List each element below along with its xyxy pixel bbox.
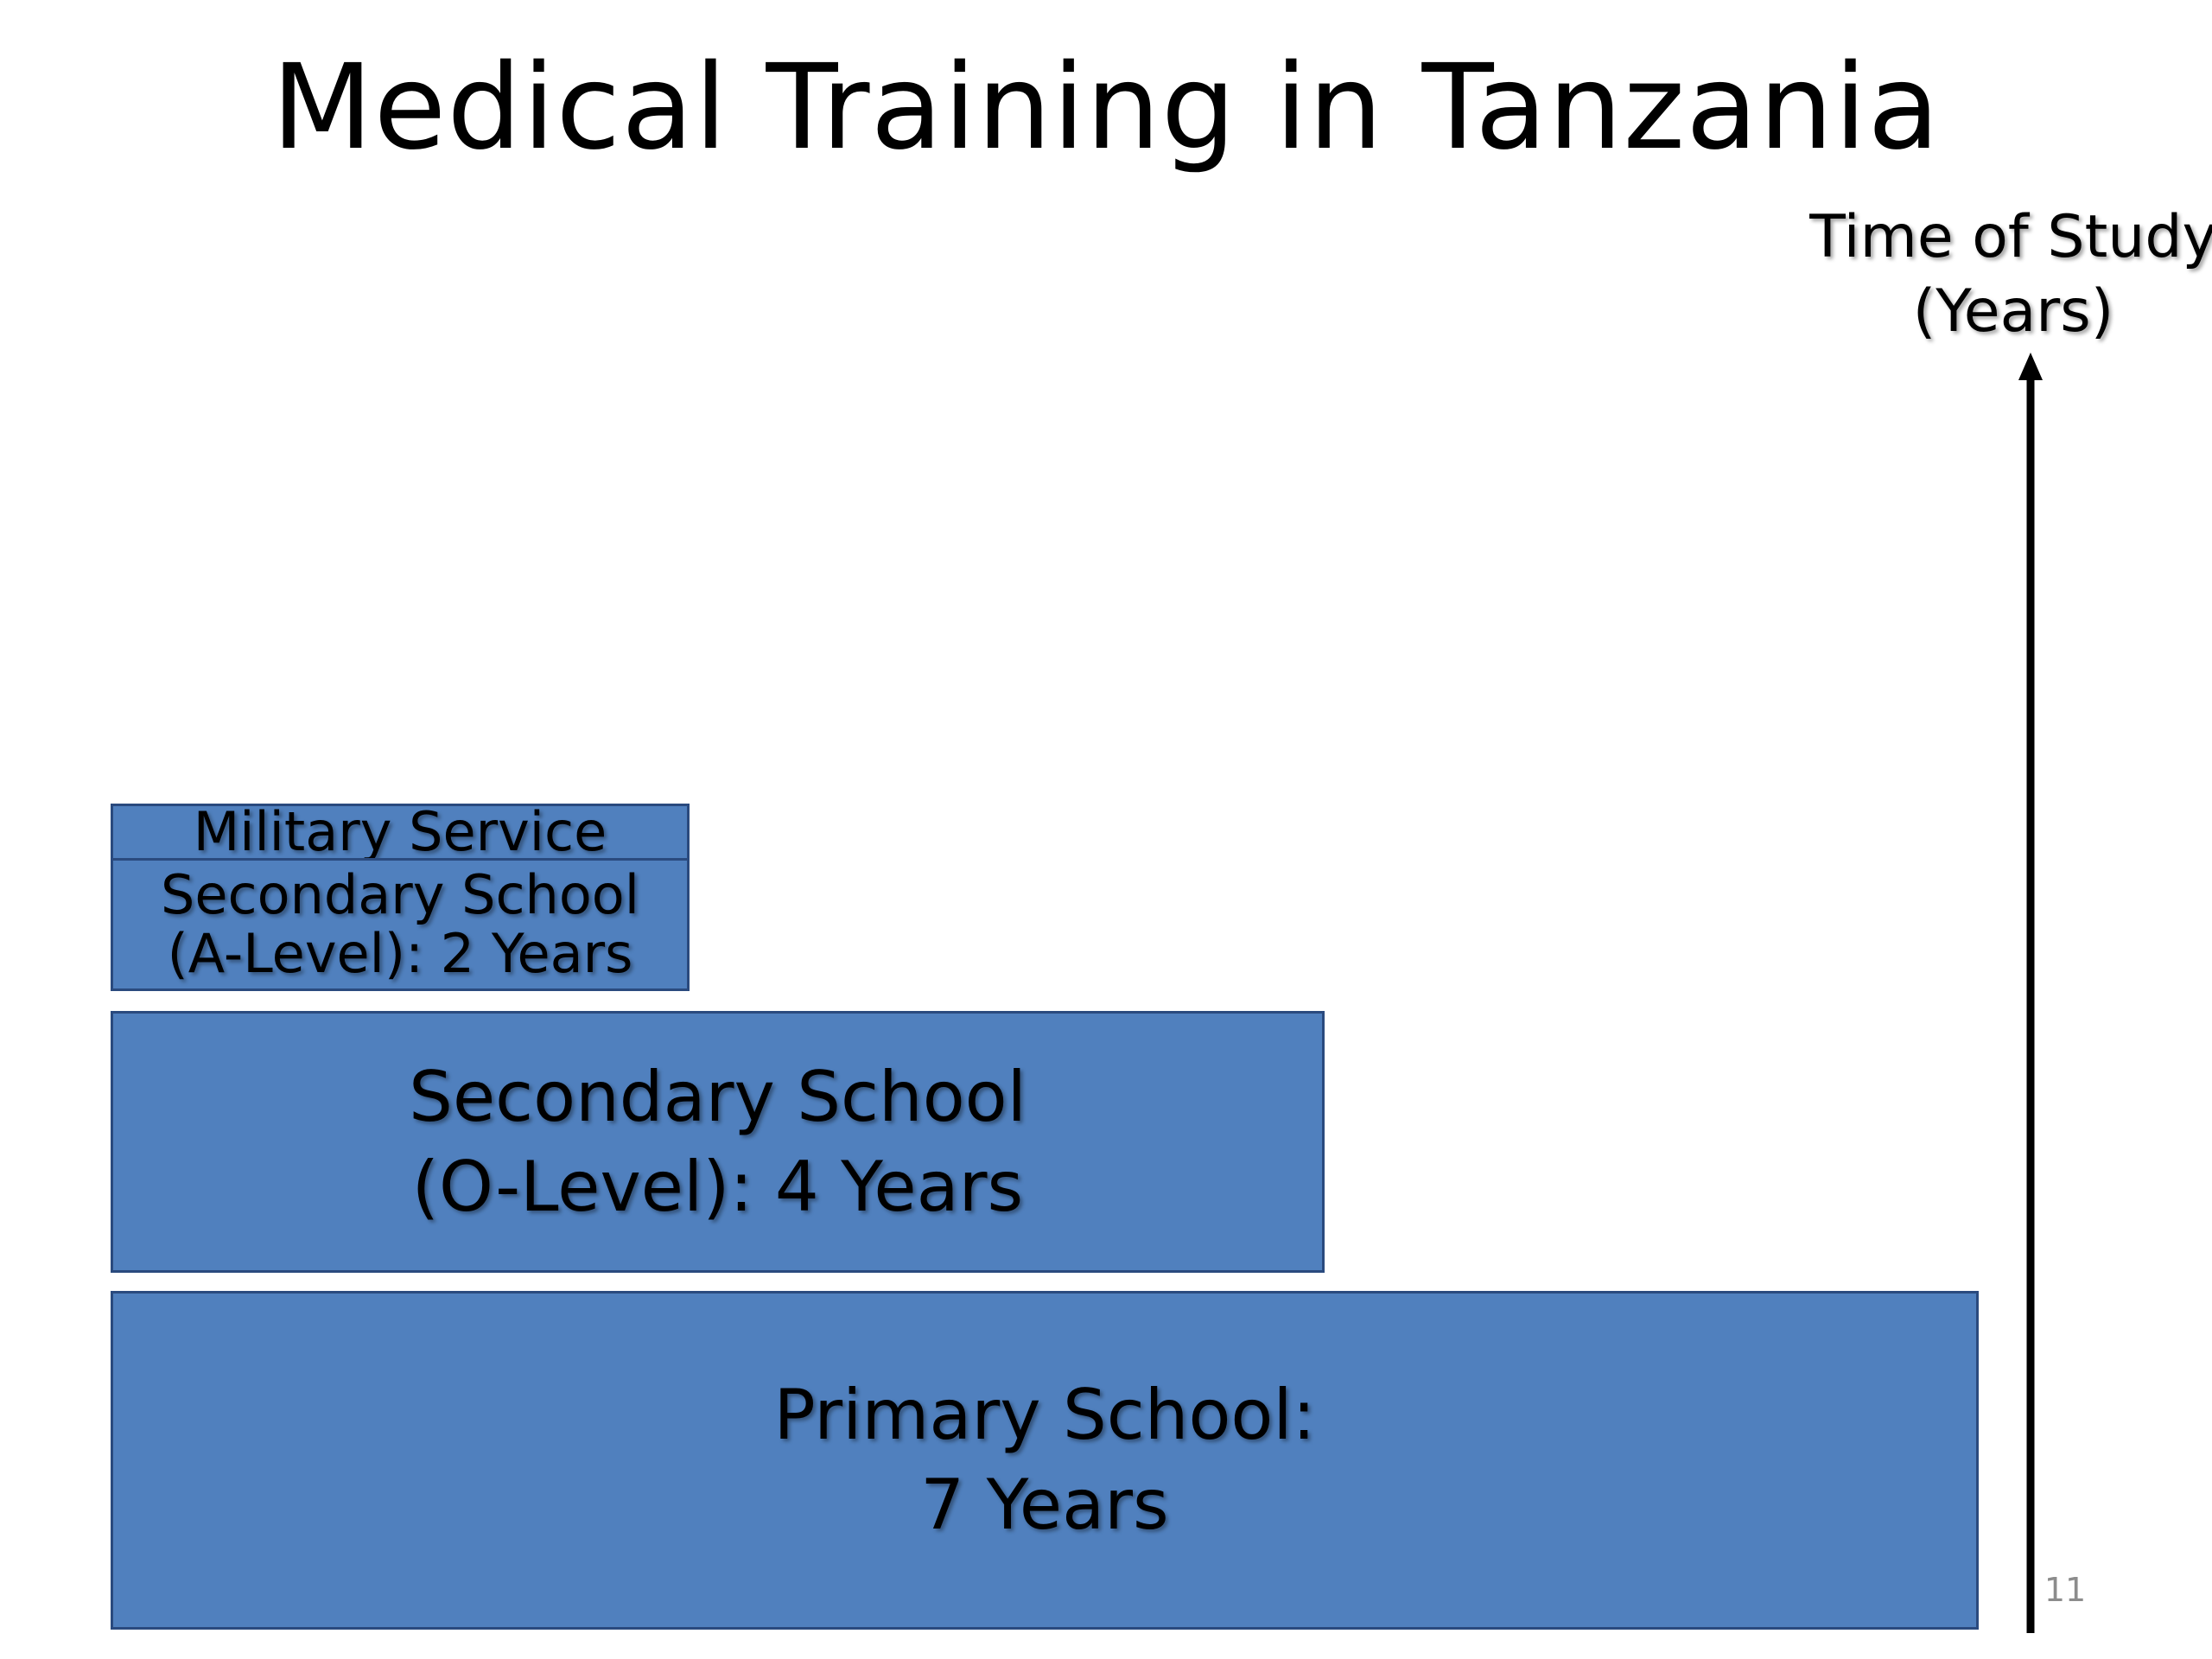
a-level-label-line2: (A-Level): 2 Years xyxy=(167,922,633,985)
o-level-label-line2: (O-Level): 4 Years xyxy=(411,1146,1024,1227)
axis-label-line2: (Years) xyxy=(1912,277,2114,346)
secondary-o-level-block: Secondary School (O-Level): 4 Years xyxy=(111,1011,1325,1273)
page-number: 11 xyxy=(2044,1571,2087,1609)
axis-label-line1: Time of Study xyxy=(1809,203,2212,271)
primary-label-line2: 7 Years xyxy=(920,1465,1169,1545)
military-service-label: Military Service xyxy=(193,800,607,863)
military-service-block: Military Service xyxy=(111,804,690,861)
secondary-a-level-block: Secondary School (A-Level): 2 Years xyxy=(111,858,690,991)
o-level-label-line1: Secondary School xyxy=(409,1056,1027,1137)
arrow-up-icon xyxy=(2018,353,2043,380)
a-level-label-line1: Secondary School xyxy=(161,863,639,926)
time-axis-arrow xyxy=(2018,353,2043,1633)
slide-title: Medical Training in Tanzania xyxy=(271,40,1941,176)
primary-school-block: Primary School: 7 Years xyxy=(111,1291,1979,1630)
primary-label-line1: Primary School: xyxy=(773,1375,1316,1455)
axis-label: Time of Study (Years) xyxy=(1797,200,2212,349)
